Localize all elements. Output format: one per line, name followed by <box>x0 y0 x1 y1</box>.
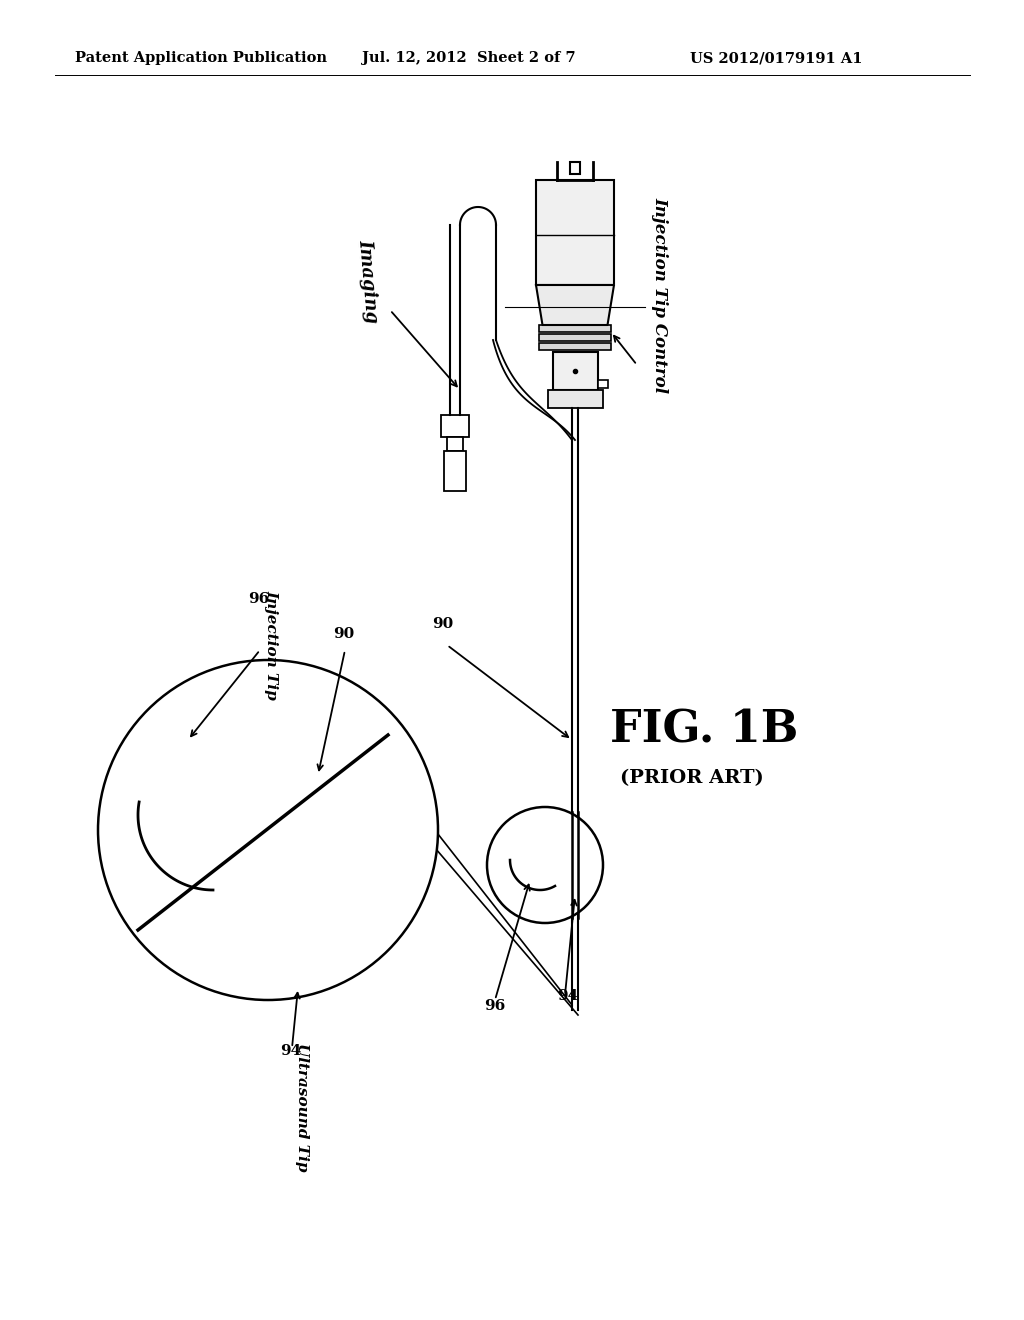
Bar <box>539 334 611 341</box>
Bar <box>570 162 580 174</box>
Bar <box>597 380 607 388</box>
Text: 94: 94 <box>557 989 579 1003</box>
Bar <box>447 437 463 451</box>
Text: (PRIOR ART): (PRIOR ART) <box>620 770 764 787</box>
Polygon shape <box>536 285 614 325</box>
Bar <box>441 414 469 437</box>
Bar <box>539 343 611 350</box>
Text: Injection Tip: Injection Tip <box>264 590 278 700</box>
Text: Imaging: Imaging <box>355 238 381 323</box>
Bar <box>539 325 611 333</box>
Text: US 2012/0179191 A1: US 2012/0179191 A1 <box>690 51 862 65</box>
Text: FIG. 1B: FIG. 1B <box>610 709 799 751</box>
Text: 94: 94 <box>280 1044 301 1059</box>
Text: 96: 96 <box>248 591 269 606</box>
Text: Patent Application Publication: Patent Application Publication <box>75 51 327 65</box>
Circle shape <box>98 660 438 1001</box>
Text: 90: 90 <box>432 616 454 631</box>
Text: 96: 96 <box>484 999 505 1012</box>
Text: Ultrasound Tip: Ultrasound Tip <box>295 1043 309 1172</box>
Text: 90: 90 <box>333 627 354 642</box>
Bar <box>553 352 597 389</box>
Bar <box>444 451 466 491</box>
Text: Injection Tip Control: Injection Tip Control <box>651 197 669 393</box>
Bar <box>548 389 602 408</box>
Text: Jul. 12, 2012  Sheet 2 of 7: Jul. 12, 2012 Sheet 2 of 7 <box>362 51 575 65</box>
Bar <box>536 180 614 285</box>
Circle shape <box>487 807 603 923</box>
